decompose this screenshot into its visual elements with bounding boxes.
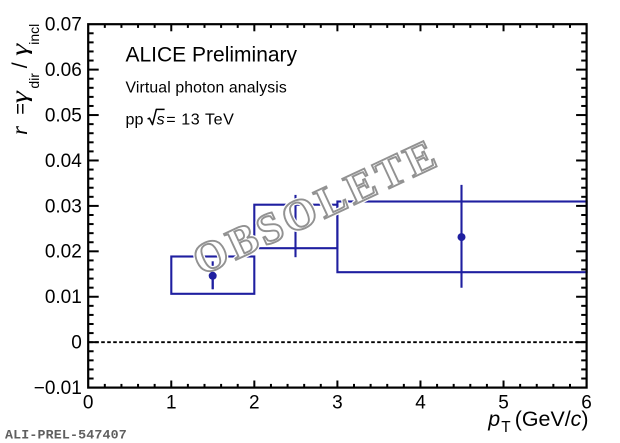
svg-text:5: 5 [498, 393, 509, 414]
svg-text:4: 4 [415, 393, 426, 414]
svg-text:0.03: 0.03 [45, 196, 82, 217]
svg-text:0.05: 0.05 [45, 106, 82, 127]
svg-text:0.01: 0.01 [45, 287, 82, 308]
svg-text:1: 1 [166, 393, 177, 414]
svg-text:−0.01: −0.01 [34, 378, 82, 399]
svg-text:T: T [501, 419, 510, 436]
svg-text:Virtual photon analysis: Virtual photon analysis [126, 80, 287, 97]
svg-text:γ: γ [7, 90, 32, 104]
svg-text:0.04: 0.04 [45, 151, 82, 172]
svg-text:0.06: 0.06 [45, 60, 82, 81]
svg-text:ALICE Preliminary: ALICE Preliminary [126, 44, 298, 67]
svg-text:0: 0 [71, 333, 82, 354]
svg-text:γ: γ [7, 42, 32, 56]
svg-text:dir: dir [26, 73, 42, 89]
svg-text:0.02: 0.02 [45, 242, 82, 263]
svg-text:=: = [10, 103, 32, 115]
svg-text:p: p [487, 407, 500, 431]
svg-text:r: r [7, 125, 32, 135]
svg-text:/: / [9, 62, 32, 68]
svg-text:ALI-PREL-547407: ALI-PREL-547407 [5, 427, 127, 442]
svg-text:0: 0 [83, 393, 94, 414]
svg-text:2: 2 [249, 393, 260, 414]
svg-text:6: 6 [581, 393, 592, 414]
svg-text:= 13 TeV: = 13 TeV [166, 111, 234, 129]
svg-text:s: s [157, 111, 165, 129]
svg-text:(GeV/c): (GeV/c) [515, 407, 589, 431]
svg-text:3: 3 [332, 393, 343, 414]
svg-text:OBSOLETE: OBSOLETE [185, 129, 446, 285]
svg-text:0.07: 0.07 [45, 15, 82, 36]
svg-text:pp: pp [126, 111, 144, 129]
svg-text:incl: incl [26, 24, 42, 45]
